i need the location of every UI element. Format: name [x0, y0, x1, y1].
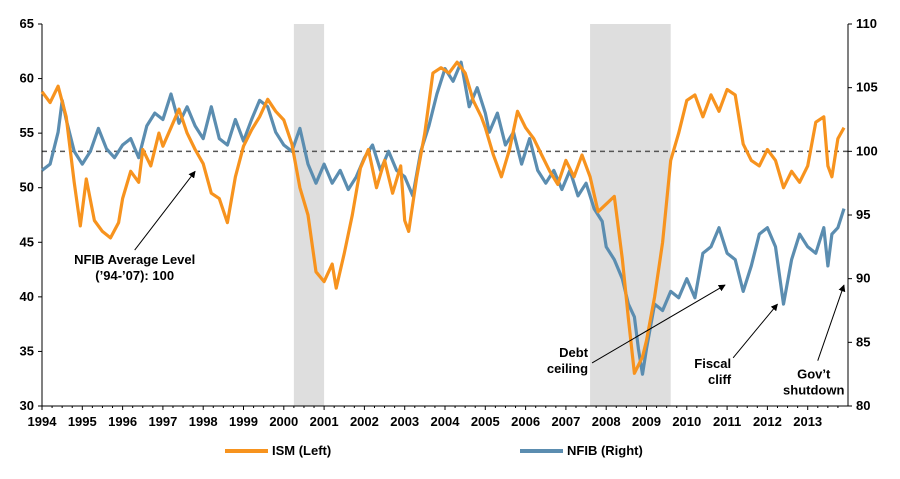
y-right-tick-label: 90	[856, 271, 870, 286]
y-right-tick-label: 110	[856, 16, 877, 31]
legend-label-ism: ISM (Left)	[272, 443, 331, 458]
legend: ISM (Left) NFIB (Right)	[225, 443, 643, 458]
annotation-fiscal-cliff-arrow	[732, 303, 778, 359]
legend-label-nfib: NFIB (Right)	[567, 443, 643, 458]
y-left-tick-label: 55	[20, 125, 34, 140]
y-right-tick-label: 105	[856, 80, 878, 95]
y-left-tick-label: 30	[20, 398, 34, 413]
y-left-tick-label: 50	[20, 180, 34, 195]
x-tick-label: 2004	[431, 414, 461, 429]
annotation-nfib-average-arrow	[134, 170, 196, 251]
y-left-tick-label: 40	[20, 289, 34, 304]
annotation-nfib-average: NFIB Average Level (’94-’07): 100	[74, 252, 195, 283]
y-left-tick-label: 65	[20, 16, 34, 31]
x-tick-label: 1997	[148, 414, 177, 429]
x-tick-label: 2009	[632, 414, 661, 429]
x-tick-label: 2000	[269, 414, 298, 429]
annotation-govt-shutdown-arrow	[817, 284, 846, 361]
y-left-tick-label: 35	[20, 343, 34, 358]
y-right-tick-label: 85	[856, 334, 870, 349]
x-tick-label: 2007	[551, 414, 580, 429]
y-left-tick-label: 45	[20, 234, 34, 249]
recession-bands	[293, 24, 671, 406]
x-tick-label: 2012	[753, 414, 782, 429]
y-right-tick-label: 80	[856, 398, 870, 413]
axes: 30 35 40 45 50 55 60 65 80 85 90 95 100 105 110 1994 199…	[20, 16, 878, 429]
x-tick-label: 2003	[390, 414, 419, 429]
x-tick-label: 1999	[229, 414, 258, 429]
x-tick-label: 1995	[68, 414, 97, 429]
x-tick-label: 2002	[350, 414, 379, 429]
series-layer	[40, 60, 846, 376]
x-tick-label: 2008	[592, 414, 621, 429]
x-tick-label: 2001	[310, 414, 339, 429]
x-tick-label: 1998	[189, 414, 218, 429]
x-tick-label: 2006	[511, 414, 540, 429]
y-right-tick-label: 100	[856, 143, 878, 158]
y-right-tick-label: 95	[856, 207, 870, 222]
x-tick-label: 1994	[28, 414, 58, 429]
annotation-fiscal-cliff: Fiscal cliff	[694, 356, 732, 387]
annotation-govt-shutdown: Gov’t shutdown	[783, 367, 844, 398]
annotation-debt-ceiling-arrow	[591, 284, 726, 364]
y-left-tick-label: 60	[20, 71, 34, 86]
annotation-debt-ceiling: Debt ceiling	[547, 345, 589, 376]
x-tick-label: 2013	[793, 414, 822, 429]
x-tick-label: 2011	[713, 414, 741, 429]
annotations: NFIB Average Level (’94-’07): 100 Debt ceil…	[74, 170, 846, 398]
nfib-series-line	[41, 60, 846, 376]
x-tick-label: 2010	[672, 414, 701, 429]
ism-series-line	[40, 60, 846, 375]
x-tick-label: 1996	[108, 414, 137, 429]
x-tick-label: 2005	[471, 414, 500, 429]
